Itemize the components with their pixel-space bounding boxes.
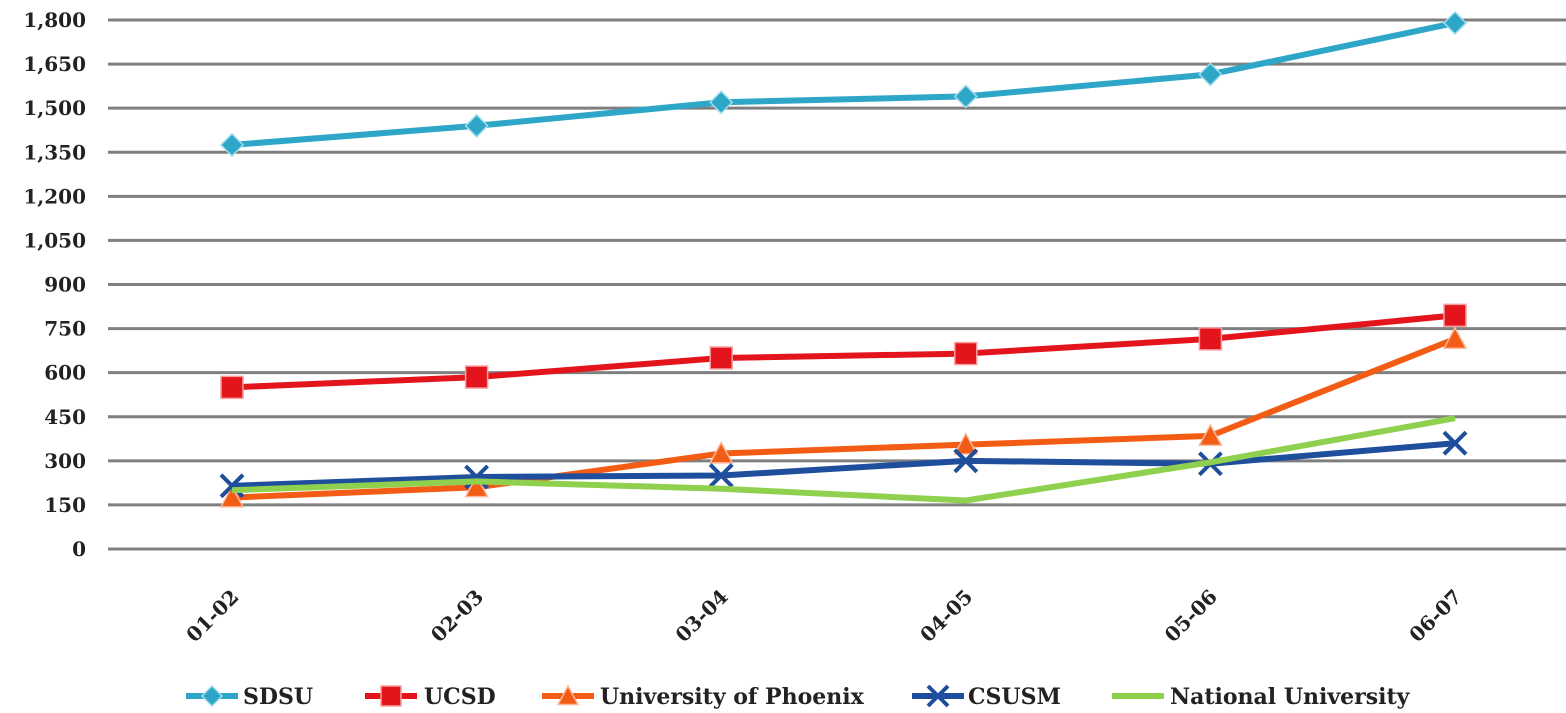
data-point (708, 463, 734, 488)
data-point (953, 432, 979, 455)
series-national-university (231, 415, 1456, 504)
x-tick-label: 05-06 (1160, 585, 1222, 647)
data-point (219, 132, 245, 157)
data-point (1198, 423, 1223, 446)
y-tick-label: 1,050 (23, 228, 86, 252)
series-line (231, 440, 1456, 489)
data-point (219, 473, 245, 499)
data-point (1442, 430, 1468, 456)
data-point (953, 448, 979, 474)
series-lines (219, 10, 1468, 508)
data-point (464, 365, 489, 389)
data-point (219, 484, 245, 508)
data-point (220, 375, 244, 400)
y-tick-label: 1,350 (23, 140, 86, 164)
data-point (708, 440, 734, 464)
data-point (464, 113, 489, 138)
x-tick-label: 04-05 (915, 585, 977, 647)
legend-marker (556, 684, 580, 706)
data-point (464, 474, 489, 498)
y-tick-label: 150 (44, 493, 86, 517)
y-tick-label: 600 (44, 361, 86, 385)
legend-marker (200, 684, 224, 708)
y-tick-label: 300 (44, 449, 86, 473)
data-point (709, 90, 734, 115)
data-point (1443, 303, 1467, 328)
y-tick-label: 0 (72, 537, 86, 561)
x-tick-label: 01-02 (181, 585, 243, 647)
y-tick-label: 1,650 (23, 52, 86, 76)
series-line (231, 312, 1456, 391)
series-line (231, 20, 1456, 148)
data-point (953, 84, 978, 109)
legend-item: CSUSM (912, 684, 1061, 710)
legend-item: University of Phoenix (542, 684, 865, 710)
legend-item: National University (1112, 684, 1411, 710)
data-point (1198, 62, 1223, 87)
x-tick-label: 03-04 (671, 585, 733, 647)
x-axis-ticks: 01-02 02-03 03-04 04-05 05-06 06-07 (181, 585, 1466, 647)
data-point (1442, 326, 1468, 349)
legend: SDSU UCSD University of Phoenix CSUSM Nation… (186, 684, 1411, 710)
series-university-of-phoenix (219, 326, 1468, 508)
y-tick-label: 1,800 (23, 8, 86, 32)
series-csusm (219, 430, 1468, 499)
legend-label: National University (1170, 684, 1411, 710)
y-tick-label: 900 (44, 273, 86, 297)
legend-label: University of Phoenix (600, 684, 865, 710)
y-tick-label: 1,500 (23, 96, 86, 120)
data-point (1198, 327, 1223, 351)
data-point (709, 346, 733, 370)
y-tick-label: 750 (44, 317, 86, 341)
x-tick-label: 02-03 (426, 585, 488, 647)
y-tick-label: 1,200 (23, 184, 86, 208)
data-point (1442, 10, 1468, 35)
legend-marker (926, 684, 950, 708)
legend-item: SDSU (186, 684, 313, 710)
legend-marker (380, 685, 402, 707)
series-line (231, 336, 1457, 501)
legend-label: CSUSM (968, 684, 1061, 710)
grid-lines (108, 18, 1566, 551)
series-ucsd (220, 303, 1467, 400)
legend-item: UCSD (365, 684, 496, 710)
series-line (231, 415, 1456, 504)
data-point (954, 341, 978, 366)
x-tick-label: 06-07 (1404, 585, 1466, 647)
y-axis-ticks: 0 150 300 450 600 750 900 1,050 1,200 1,350 1,500 1… (23, 8, 86, 561)
legend-label: UCSD (424, 684, 496, 710)
series-sdsu (219, 10, 1468, 157)
legend-label: SDSU (243, 684, 313, 710)
y-tick-label: 450 (44, 405, 86, 429)
